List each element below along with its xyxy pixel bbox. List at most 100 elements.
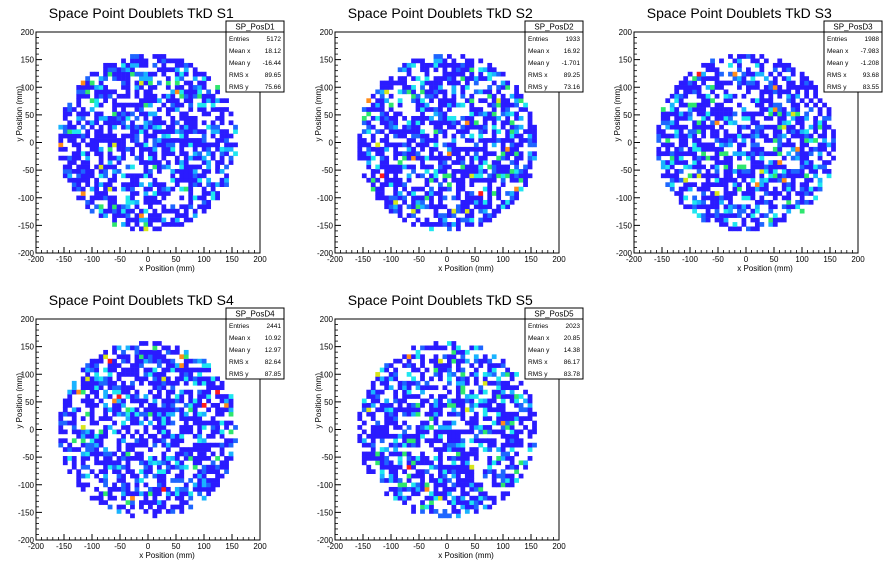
heatmap-cell [795,85,801,90]
heatmap-cell [424,482,430,488]
heatmap-cell [397,80,403,86]
heatmap-cell [98,376,104,382]
heatmap-cell [411,58,416,64]
heatmap-cell [94,380,100,386]
heatmap-cell [438,195,443,201]
heatmap-cell [219,433,225,439]
heatmap-cell [509,372,515,377]
heatmap-cell [442,394,448,399]
heatmap-cell [509,199,515,205]
heatmap-cell [121,433,126,439]
heatmap-cell [94,133,100,139]
heatmap-cell [500,473,506,479]
heatmap-cell [442,222,448,227]
heatmap-cell [464,420,470,426]
heatmap-cell [505,420,511,426]
heatmap-cell [665,120,671,126]
heatmap-cell [165,85,171,90]
heatmap-cell [165,111,171,117]
heatmap-cell [219,107,225,112]
heatmap-cell [156,469,162,474]
heatmap-cell [107,182,113,187]
heatmap-cell [701,124,706,130]
heatmap-cell [366,142,372,148]
heatmap-cell [808,138,814,143]
heatmap-cell [366,456,372,461]
heatmap-cell [509,438,515,444]
heatmap-cell [799,71,805,77]
heatmap-cell [361,129,367,134]
heatmap-cell [215,394,220,399]
heatmap-cell [669,186,675,192]
heatmap-cell [473,354,479,360]
heatmap-cell [170,102,176,108]
heatmap-cell [152,385,158,391]
heatmap-cell [148,102,153,108]
heatmap-cell [143,129,149,134]
heatmap-cell [772,177,778,183]
heatmap-cell [478,402,484,408]
heatmap-cell [455,402,461,408]
heatmap-cell [206,442,212,448]
heatmap-cell [107,486,113,492]
heatmap-cell [85,160,91,165]
heatmap-cell [763,124,769,130]
heatmap-cell [487,398,493,404]
heatmap-cell [183,115,189,121]
heatmap-cell [384,164,390,170]
heatmap-cell [121,115,126,121]
heatmap-cell [505,473,511,479]
heatmap-cell [420,358,425,364]
heatmap-cell [125,407,131,413]
heatmap-cell [424,133,430,139]
heatmap-cell [179,177,185,183]
heatmap-cell [393,473,399,479]
heatmap-cell [201,199,207,205]
heatmap-cell [464,349,470,355]
heatmap-cell [487,151,493,157]
heatmap-cell [455,478,461,483]
stats-value: 1988 [865,36,880,43]
heatmap-cell [478,98,484,104]
heatmap-cell [107,460,113,466]
heatmap-cell [103,469,108,474]
heatmap-cell [451,133,457,139]
heatmap-cell [710,173,715,179]
heatmap-cell [777,133,783,139]
heatmap-cell [215,138,220,143]
heatmap-cell [429,425,434,430]
heatmap-cell [438,151,443,157]
heatmap-cell [62,460,68,466]
heatmap-cell [683,164,689,170]
heatmap-cell [139,380,144,386]
heatmap-cell [174,376,180,382]
heatmap-cell [393,195,399,201]
heatmap-cell [94,177,100,183]
heatmap-cell [121,71,126,77]
heatmap-cell [451,138,457,143]
heatmap-cell [473,111,479,117]
heatmap-cell [143,349,149,355]
heatmap-cell [143,425,149,430]
heatmap-cell [804,191,810,196]
heatmap-cell [429,226,434,232]
heatmap-cell [183,389,189,395]
heatmap-cell [746,115,751,121]
heatmap-cell [156,420,162,426]
heatmap-cell [790,111,796,117]
heatmap-cell [469,495,475,501]
heatmap-cell [487,402,493,408]
heatmap-cell [777,111,783,117]
heatmap-cell [473,107,479,112]
heatmap-cell [505,191,511,196]
heatmap-cell [665,169,671,174]
heatmap-cell [491,429,497,435]
heatmap-cell [460,160,466,165]
heatmap-cell [433,345,439,351]
heatmap-cell [429,416,434,421]
heatmap-cell [804,76,810,81]
heatmap-cell [509,177,515,183]
heatmap-cell [206,456,212,461]
heatmap-cell [143,80,149,86]
heatmap-cell [183,155,189,161]
